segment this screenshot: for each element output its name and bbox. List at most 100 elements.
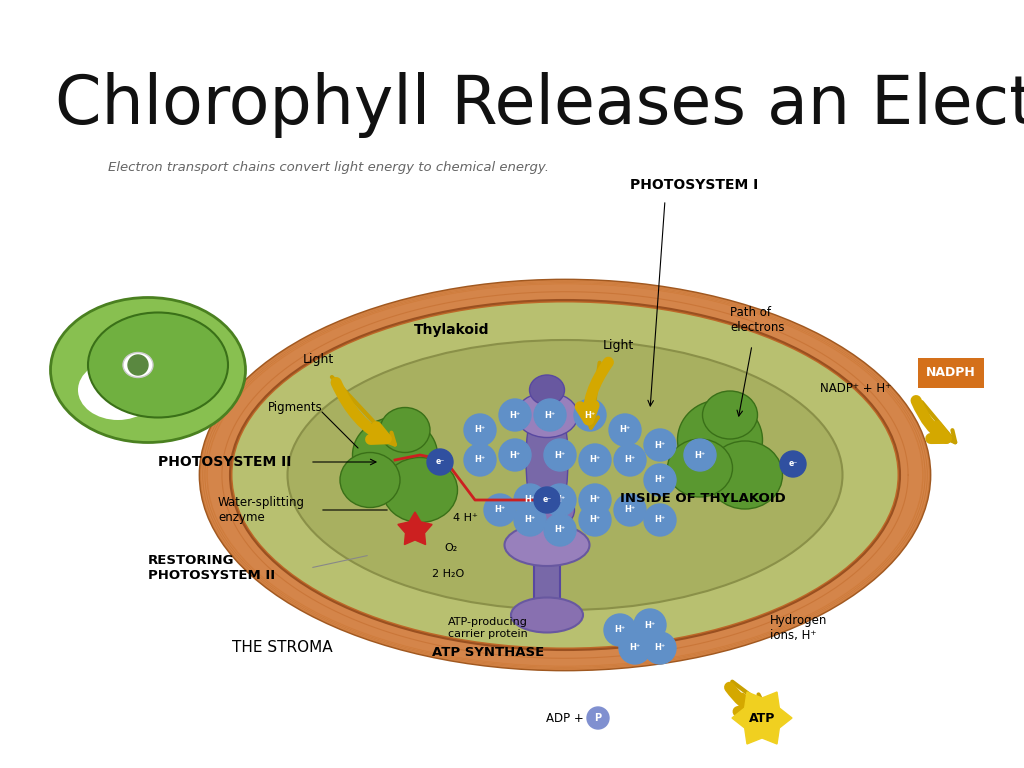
Text: H⁺: H⁺	[694, 451, 706, 459]
Ellipse shape	[678, 400, 763, 480]
Text: PHOTOSYSTEM I: PHOTOSYSTEM I	[630, 178, 758, 192]
Text: Pigments: Pigments	[268, 402, 323, 415]
Ellipse shape	[206, 283, 925, 667]
Polygon shape	[398, 512, 432, 545]
Text: Thylakoid: Thylakoid	[415, 323, 489, 337]
Circle shape	[128, 355, 148, 375]
Ellipse shape	[702, 391, 758, 439]
Text: 2 H₂O: 2 H₂O	[432, 569, 464, 579]
Ellipse shape	[232, 303, 897, 647]
Text: O₂: O₂	[444, 543, 458, 553]
Ellipse shape	[205, 283, 926, 667]
Circle shape	[644, 464, 676, 496]
Text: RESTORING
PHOTOSYSTEM II: RESTORING PHOTOSYSTEM II	[148, 554, 275, 582]
Ellipse shape	[668, 439, 732, 497]
Text: H⁺: H⁺	[625, 505, 636, 515]
Text: e⁻: e⁻	[788, 459, 798, 468]
Text: THE STROMA: THE STROMA	[231, 641, 333, 656]
Text: H⁺: H⁺	[554, 495, 565, 505]
Ellipse shape	[352, 418, 437, 492]
Circle shape	[618, 632, 651, 664]
Circle shape	[484, 494, 516, 526]
Circle shape	[514, 484, 546, 516]
Text: H⁺: H⁺	[545, 411, 556, 419]
Circle shape	[464, 414, 496, 446]
Text: e⁻: e⁻	[435, 458, 444, 466]
Text: H⁺: H⁺	[554, 451, 565, 459]
Ellipse shape	[230, 300, 900, 650]
Ellipse shape	[202, 281, 928, 669]
Ellipse shape	[88, 313, 228, 418]
Circle shape	[644, 429, 676, 461]
Circle shape	[614, 444, 646, 476]
Circle shape	[614, 494, 646, 526]
Ellipse shape	[201, 280, 929, 670]
Text: H⁺: H⁺	[495, 505, 506, 515]
Text: Electron transport chains convert light energy to chemical energy.: Electron transport chains convert light …	[108, 161, 549, 174]
Circle shape	[609, 414, 641, 446]
Text: H⁺: H⁺	[654, 644, 666, 653]
Text: Hydrogen
ions, H⁺: Hydrogen ions, H⁺	[770, 614, 827, 642]
Circle shape	[644, 504, 676, 536]
Circle shape	[534, 487, 560, 513]
Ellipse shape	[519, 490, 574, 530]
Text: H⁺: H⁺	[590, 495, 601, 505]
Ellipse shape	[200, 280, 930, 670]
Circle shape	[499, 399, 531, 431]
Text: H⁺: H⁺	[654, 475, 666, 485]
Circle shape	[780, 451, 806, 477]
Text: ATP-producing
carrier protein: ATP-producing carrier protein	[449, 617, 528, 639]
Text: P: P	[595, 713, 601, 723]
Circle shape	[464, 444, 496, 476]
Text: PHOTOSYSTEM II: PHOTOSYSTEM II	[158, 455, 292, 469]
Ellipse shape	[340, 452, 400, 508]
Text: Light: Light	[302, 353, 334, 366]
Text: 4 H⁺: 4 H⁺	[453, 513, 478, 523]
Circle shape	[514, 504, 546, 536]
Ellipse shape	[50, 297, 246, 442]
Text: ADP +: ADP +	[547, 711, 588, 724]
Ellipse shape	[78, 360, 158, 420]
Ellipse shape	[505, 524, 590, 566]
Text: H⁺: H⁺	[524, 515, 536, 525]
Text: Path of
electrons: Path of electrons	[730, 306, 784, 334]
Text: Chlorophyll Releases an Electron: Chlorophyll Releases an Electron	[55, 72, 1024, 138]
Text: H⁺: H⁺	[524, 495, 536, 505]
Text: ATP: ATP	[749, 711, 775, 724]
Text: H⁺: H⁺	[620, 425, 631, 435]
Text: H⁺: H⁺	[554, 525, 565, 535]
Text: H⁺: H⁺	[509, 451, 520, 459]
Text: Water-splitting
enzyme: Water-splitting enzyme	[218, 496, 305, 524]
Circle shape	[534, 399, 566, 431]
Ellipse shape	[516, 392, 578, 438]
Circle shape	[604, 614, 636, 646]
Text: Light: Light	[602, 339, 634, 352]
Ellipse shape	[207, 283, 924, 667]
Ellipse shape	[123, 353, 153, 378]
Ellipse shape	[380, 408, 430, 452]
Circle shape	[644, 632, 676, 664]
Ellipse shape	[526, 388, 568, 532]
Circle shape	[499, 439, 531, 471]
Circle shape	[544, 484, 575, 516]
Ellipse shape	[204, 282, 927, 668]
Circle shape	[427, 449, 453, 475]
Text: H⁺: H⁺	[474, 425, 485, 435]
Circle shape	[684, 439, 716, 471]
Text: ATP SYNTHASE: ATP SYNTHASE	[432, 645, 544, 658]
Text: H⁺: H⁺	[625, 455, 636, 465]
Text: NADPH: NADPH	[926, 366, 976, 379]
Circle shape	[544, 514, 575, 546]
FancyBboxPatch shape	[918, 358, 984, 388]
Text: NADP⁺ + H⁺: NADP⁺ + H⁺	[820, 382, 891, 395]
Text: H⁺: H⁺	[654, 515, 666, 525]
Circle shape	[579, 444, 611, 476]
Ellipse shape	[708, 441, 782, 509]
Text: H⁺: H⁺	[590, 455, 601, 465]
Circle shape	[579, 484, 611, 516]
Text: H⁺: H⁺	[590, 515, 601, 525]
FancyBboxPatch shape	[534, 542, 560, 613]
Ellipse shape	[208, 284, 923, 666]
Circle shape	[579, 504, 611, 536]
Text: INSIDE OF THYLAKOID: INSIDE OF THYLAKOID	[620, 492, 785, 505]
